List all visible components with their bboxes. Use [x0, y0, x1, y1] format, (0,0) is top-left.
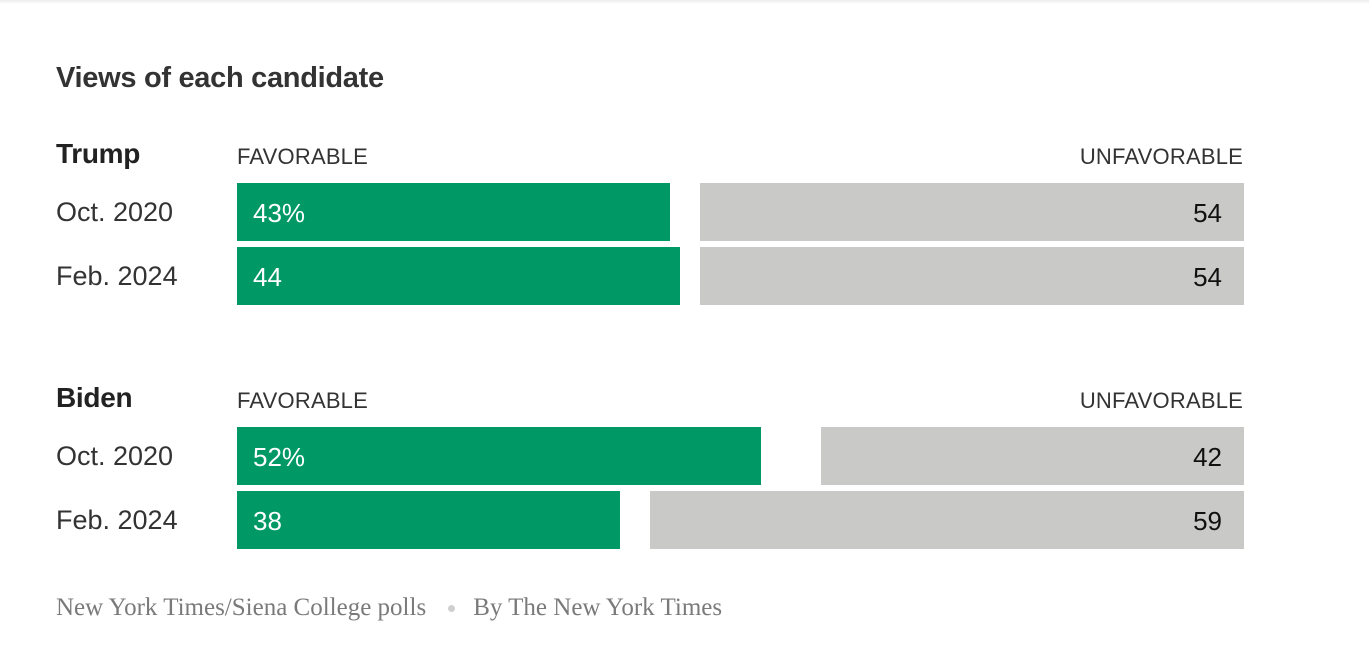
unfavorable-header: UNFAVORABLE	[1079, 144, 1243, 169]
favorable-value: 44	[253, 262, 282, 292]
unfavorable-value: 54	[1193, 262, 1222, 292]
favorable-bar: 38	[237, 491, 620, 549]
chart-title: Views of each candidate	[56, 62, 384, 94]
bar-row: Feb. 2024 44 54	[0, 247, 1369, 305]
unfavorable-bar: 54	[700, 183, 1244, 241]
bar-row: Oct. 2020 43% 54	[0, 183, 1369, 241]
source-line: New York Times/Siena College polls By Th…	[56, 594, 722, 622]
favorable-header: FAVORABLE	[237, 388, 368, 413]
top-divider	[0, 0, 1369, 4]
period-label: Feb. 2024	[56, 261, 178, 291]
unfavorable-bar: 59	[649, 491, 1244, 549]
bar-row: Feb. 2024 38 59	[0, 491, 1369, 549]
unfavorable-value: 42	[1193, 442, 1222, 472]
credit-text: By The New York Times	[473, 594, 723, 621]
favorable-bar: 43%	[237, 183, 670, 241]
favorable-header: FAVORABLE	[237, 144, 368, 169]
candidate-name: Trump	[56, 138, 141, 169]
bar-row: Oct. 2020 52% 42	[0, 427, 1369, 485]
candidate-group-biden: Biden FAVORABLE UNFAVORABLE Oct. 2020 52% 42 F…	[0, 382, 1369, 562]
candidate-group-trump: Trump FAVORABLE UNFAVORABLE Oct. 2020 43% 54 F…	[0, 138, 1369, 318]
favorable-value: 38	[253, 506, 282, 536]
period-label: Oct. 2020	[56, 441, 174, 471]
favorable-bar: 52%	[237, 427, 761, 485]
unfavorable-value: 54	[1193, 198, 1222, 228]
unfavorable-header: UNFAVORABLE	[1079, 388, 1243, 413]
favorable-bar: 44	[237, 247, 681, 305]
period-label: Oct. 2020	[56, 197, 174, 227]
favorable-value: 52%	[253, 442, 306, 472]
period-label: Feb. 2024	[56, 505, 178, 535]
unfavorable-bar: 54	[700, 247, 1244, 305]
candidate-name: Biden	[56, 382, 133, 413]
source-text: New York Times/Siena College polls	[56, 594, 427, 621]
favorable-value: 43%	[253, 198, 306, 228]
unfavorable-value: 59	[1193, 506, 1222, 536]
unfavorable-bar: 42	[821, 427, 1244, 485]
separator-dot-icon	[448, 604, 456, 612]
